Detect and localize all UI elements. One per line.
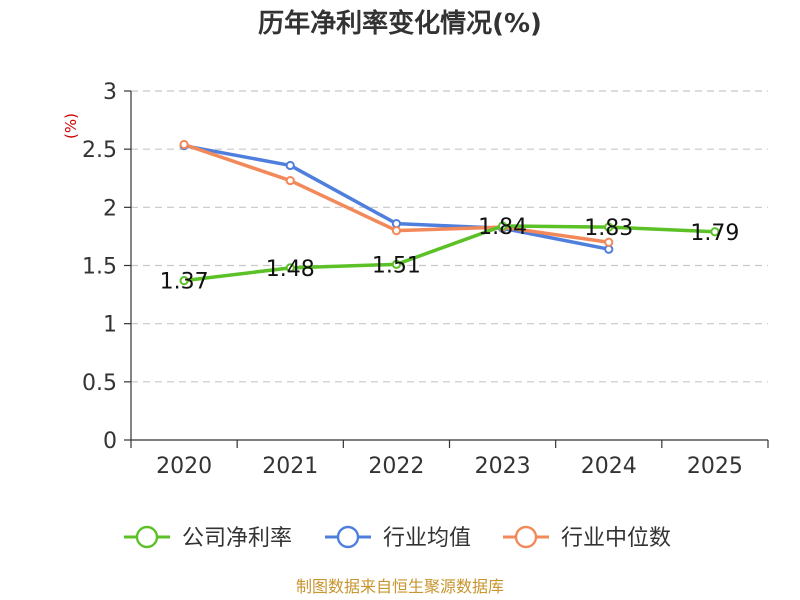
x-tick-label: 2021 bbox=[262, 454, 318, 479]
data-label: 1.48 bbox=[266, 257, 315, 282]
data-point[interactable] bbox=[391, 226, 402, 236]
data-point[interactable] bbox=[391, 259, 402, 269]
y-axis-unit-label: (%) bbox=[62, 113, 80, 139]
y-tick-label: 0 bbox=[103, 429, 117, 454]
legend-item[interactable]: 行业均值 bbox=[325, 525, 471, 551]
y-tick-label: 2 bbox=[103, 196, 117, 221]
data-point[interactable] bbox=[604, 237, 614, 247]
data-point[interactable] bbox=[604, 222, 614, 232]
data-point[interactable] bbox=[285, 263, 295, 273]
x-tick-label: 2020 bbox=[156, 454, 212, 479]
y-tick-label: 1 bbox=[103, 313, 117, 338]
data-label: 1.37 bbox=[160, 270, 209, 295]
x-tick-label: 2024 bbox=[581, 454, 637, 479]
legend-marker-icon bbox=[336, 525, 360, 549]
data-label: 1.83 bbox=[584, 216, 633, 241]
legend-item[interactable]: 行业中位数 bbox=[503, 525, 671, 551]
y-tick-label: 0.5 bbox=[82, 371, 117, 396]
y-tick-label: 2.5 bbox=[82, 138, 117, 163]
legend-label: 行业中位数 bbox=[561, 526, 671, 551]
chart-title: 历年净利率变化情况(%) bbox=[258, 8, 542, 39]
data-point[interactable] bbox=[497, 221, 508, 231]
data-label: 1.51 bbox=[372, 253, 421, 278]
legend-label: 公司净利率 bbox=[182, 526, 292, 551]
data-point[interactable] bbox=[710, 227, 720, 237]
data-point[interactable] bbox=[285, 160, 295, 171]
x-tick-label: 2022 bbox=[368, 454, 424, 479]
data-point[interactable] bbox=[179, 276, 189, 286]
data-point[interactable] bbox=[285, 175, 295, 186]
data-point[interactable] bbox=[179, 139, 189, 150]
data-source-footer: 制图数据来自恒生聚源数据库 bbox=[296, 577, 504, 596]
x-tick-label: 2025 bbox=[687, 454, 743, 479]
series-1 bbox=[179, 141, 614, 254]
legend-label: 行业均值 bbox=[383, 526, 471, 551]
y-tick-label: 1.5 bbox=[82, 255, 117, 280]
series-0 bbox=[179, 221, 720, 286]
legend-marker-icon bbox=[514, 525, 538, 549]
y-tick-label: 3 bbox=[103, 80, 117, 105]
series-line bbox=[183, 224, 715, 283]
data-label: 1.79 bbox=[690, 221, 739, 246]
data-label: 1.84 bbox=[478, 215, 527, 240]
legend-marker-icon bbox=[135, 525, 159, 549]
x-tick-label: 2023 bbox=[475, 454, 531, 479]
legend-item[interactable]: 公司净利率 bbox=[124, 525, 292, 551]
